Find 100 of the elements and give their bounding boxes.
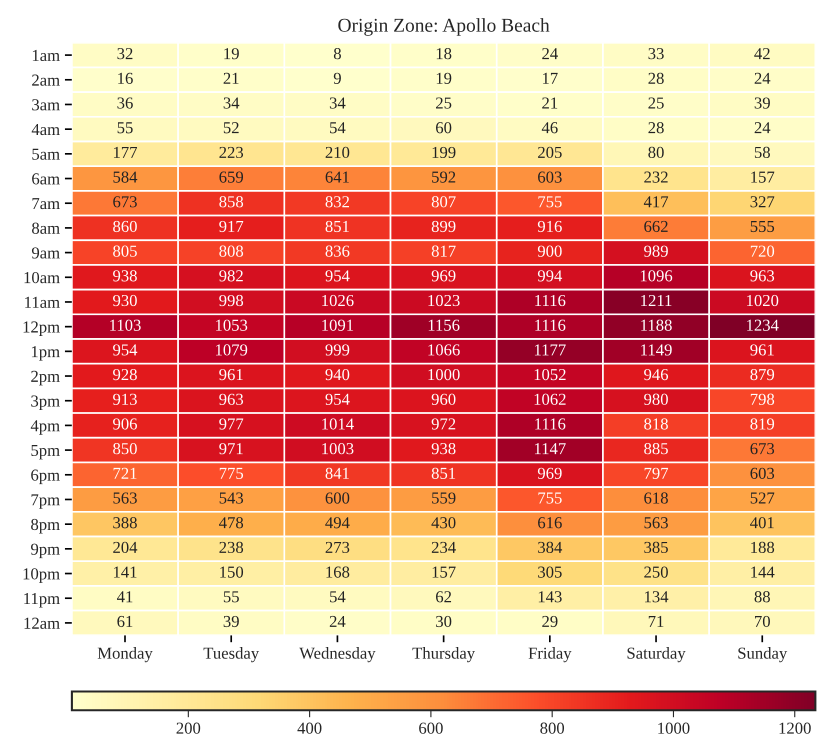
data-label: 9 [334, 72, 341, 84]
data-label: 1014 [322, 418, 354, 430]
data-label: 1156 [428, 320, 460, 331]
data-label: 33 [648, 48, 664, 60]
y-tick-label: 12pm [24, 321, 60, 336]
data-label: 972 [432, 418, 456, 430]
data-label: 17 [542, 72, 558, 84]
data-label: 1234 [747, 320, 779, 331]
data-label: 850 [113, 443, 137, 454]
data-label: 42 [754, 48, 770, 60]
data-label: 1066 [428, 344, 460, 356]
y-tick-label: 8pm [31, 518, 60, 534]
data-label: 989 [644, 246, 668, 257]
data-label: 913 [113, 394, 137, 405]
y-tick-label: 9am [32, 247, 60, 259]
data-label: 61 [117, 616, 132, 628]
data-label: 70 [755, 616, 770, 628]
data-label: 971 [219, 443, 243, 454]
data-label: 818 [644, 418, 668, 430]
data-label: 851 [432, 468, 456, 479]
data-label: 659 [219, 172, 244, 183]
data-label: 60 [436, 122, 452, 134]
data-label: 1052 [534, 368, 566, 380]
data-label: 25 [648, 97, 664, 109]
data-label: 24 [542, 48, 558, 60]
data-label: 1079 [216, 344, 248, 356]
data-label: 305 [538, 566, 562, 578]
y-tick-label: 11am [25, 296, 60, 308]
data-label: 721 [114, 468, 136, 479]
data-label: 204 [113, 542, 138, 554]
x-tick-label: Saturday [628, 647, 686, 662]
data-label: 603 [538, 171, 562, 183]
data-label: 527 [750, 492, 774, 504]
data-label: 71 [648, 616, 664, 627]
data-label: 41 [116, 591, 132, 602]
data-label: 223 [219, 146, 244, 158]
data-label: 36 [117, 97, 133, 109]
y-tick-label: 4pm [30, 420, 60, 435]
data-label: 982 [219, 270, 243, 282]
data-label: 30 [436, 616, 452, 628]
data-label: 55 [224, 591, 239, 602]
data-label: 832 [326, 196, 349, 208]
data-label: 980 [644, 394, 668, 405]
data-label: 930 [113, 294, 137, 306]
y-tick-label: 5pm [31, 444, 60, 460]
x-tick-label: Sunday [738, 647, 788, 662]
y-tick-label: 2am [32, 74, 60, 86]
y-tick-label: 1am [32, 50, 60, 62]
data-label: 977 [219, 418, 244, 430]
data-label: 963 [750, 270, 774, 282]
data-label: 954 [325, 394, 350, 405]
y-tick-label: 3am [32, 99, 60, 110]
data-label: 16 [118, 72, 133, 84]
data-label: 917 [219, 220, 244, 232]
data-label: 755 [538, 492, 562, 504]
data-label: 62 [436, 591, 452, 602]
y-tick-label: 6am [32, 173, 60, 184]
data-label: 858 [219, 196, 244, 208]
data-label: 385 [644, 542, 668, 554]
data-label: 144 [751, 566, 774, 578]
data-label: 32 [117, 48, 132, 60]
data-label: 39 [754, 97, 770, 109]
color-bar-label: 600 [419, 722, 443, 734]
x-tick-label: Wednesday [299, 647, 376, 662]
data-label: 916 [538, 220, 562, 232]
data-label: 1149 [641, 344, 672, 356]
data-label: 673 [113, 196, 137, 208]
data-label: 39 [224, 616, 239, 628]
chart-title: Origin Zone: Apollo Beach [338, 18, 550, 36]
data-label: 273 [326, 542, 350, 554]
data-label: 641 [326, 172, 349, 183]
data-label: 1211 [641, 294, 672, 306]
data-label: 19 [436, 72, 452, 84]
data-label: 584 [113, 171, 138, 183]
data-label: 1188 [641, 320, 672, 331]
data-label: 563 [644, 517, 668, 528]
data-label: 29 [542, 616, 558, 628]
data-label: 860 [113, 220, 137, 232]
data-label: 885 [644, 443, 668, 454]
data-label: 1116 [535, 320, 566, 331]
color-bar-label: 1200 [780, 722, 811, 734]
y-tick-label: 7pm [32, 494, 60, 509]
data-label: 960 [432, 394, 456, 405]
data-label: 775 [220, 468, 244, 479]
data-label: 543 [220, 492, 244, 504]
data-label: 807 [432, 196, 456, 208]
data-label: 232 [644, 172, 668, 183]
data-label: 52 [224, 122, 239, 134]
data-label: 388 [113, 517, 137, 528]
data-label: 157 [751, 172, 774, 183]
data-label: 1003 [322, 443, 354, 454]
data-label: 24 [754, 72, 770, 84]
data-label: 401 [750, 517, 774, 528]
data-label: 28 [648, 72, 664, 84]
data-label: 1103 [110, 320, 141, 331]
data-label: 80 [648, 146, 664, 158]
data-label: 673 [750, 443, 774, 454]
data-label: 19 [224, 48, 239, 60]
x-tick-label: Tuesday [204, 647, 260, 662]
data-label: 618 [644, 492, 668, 504]
